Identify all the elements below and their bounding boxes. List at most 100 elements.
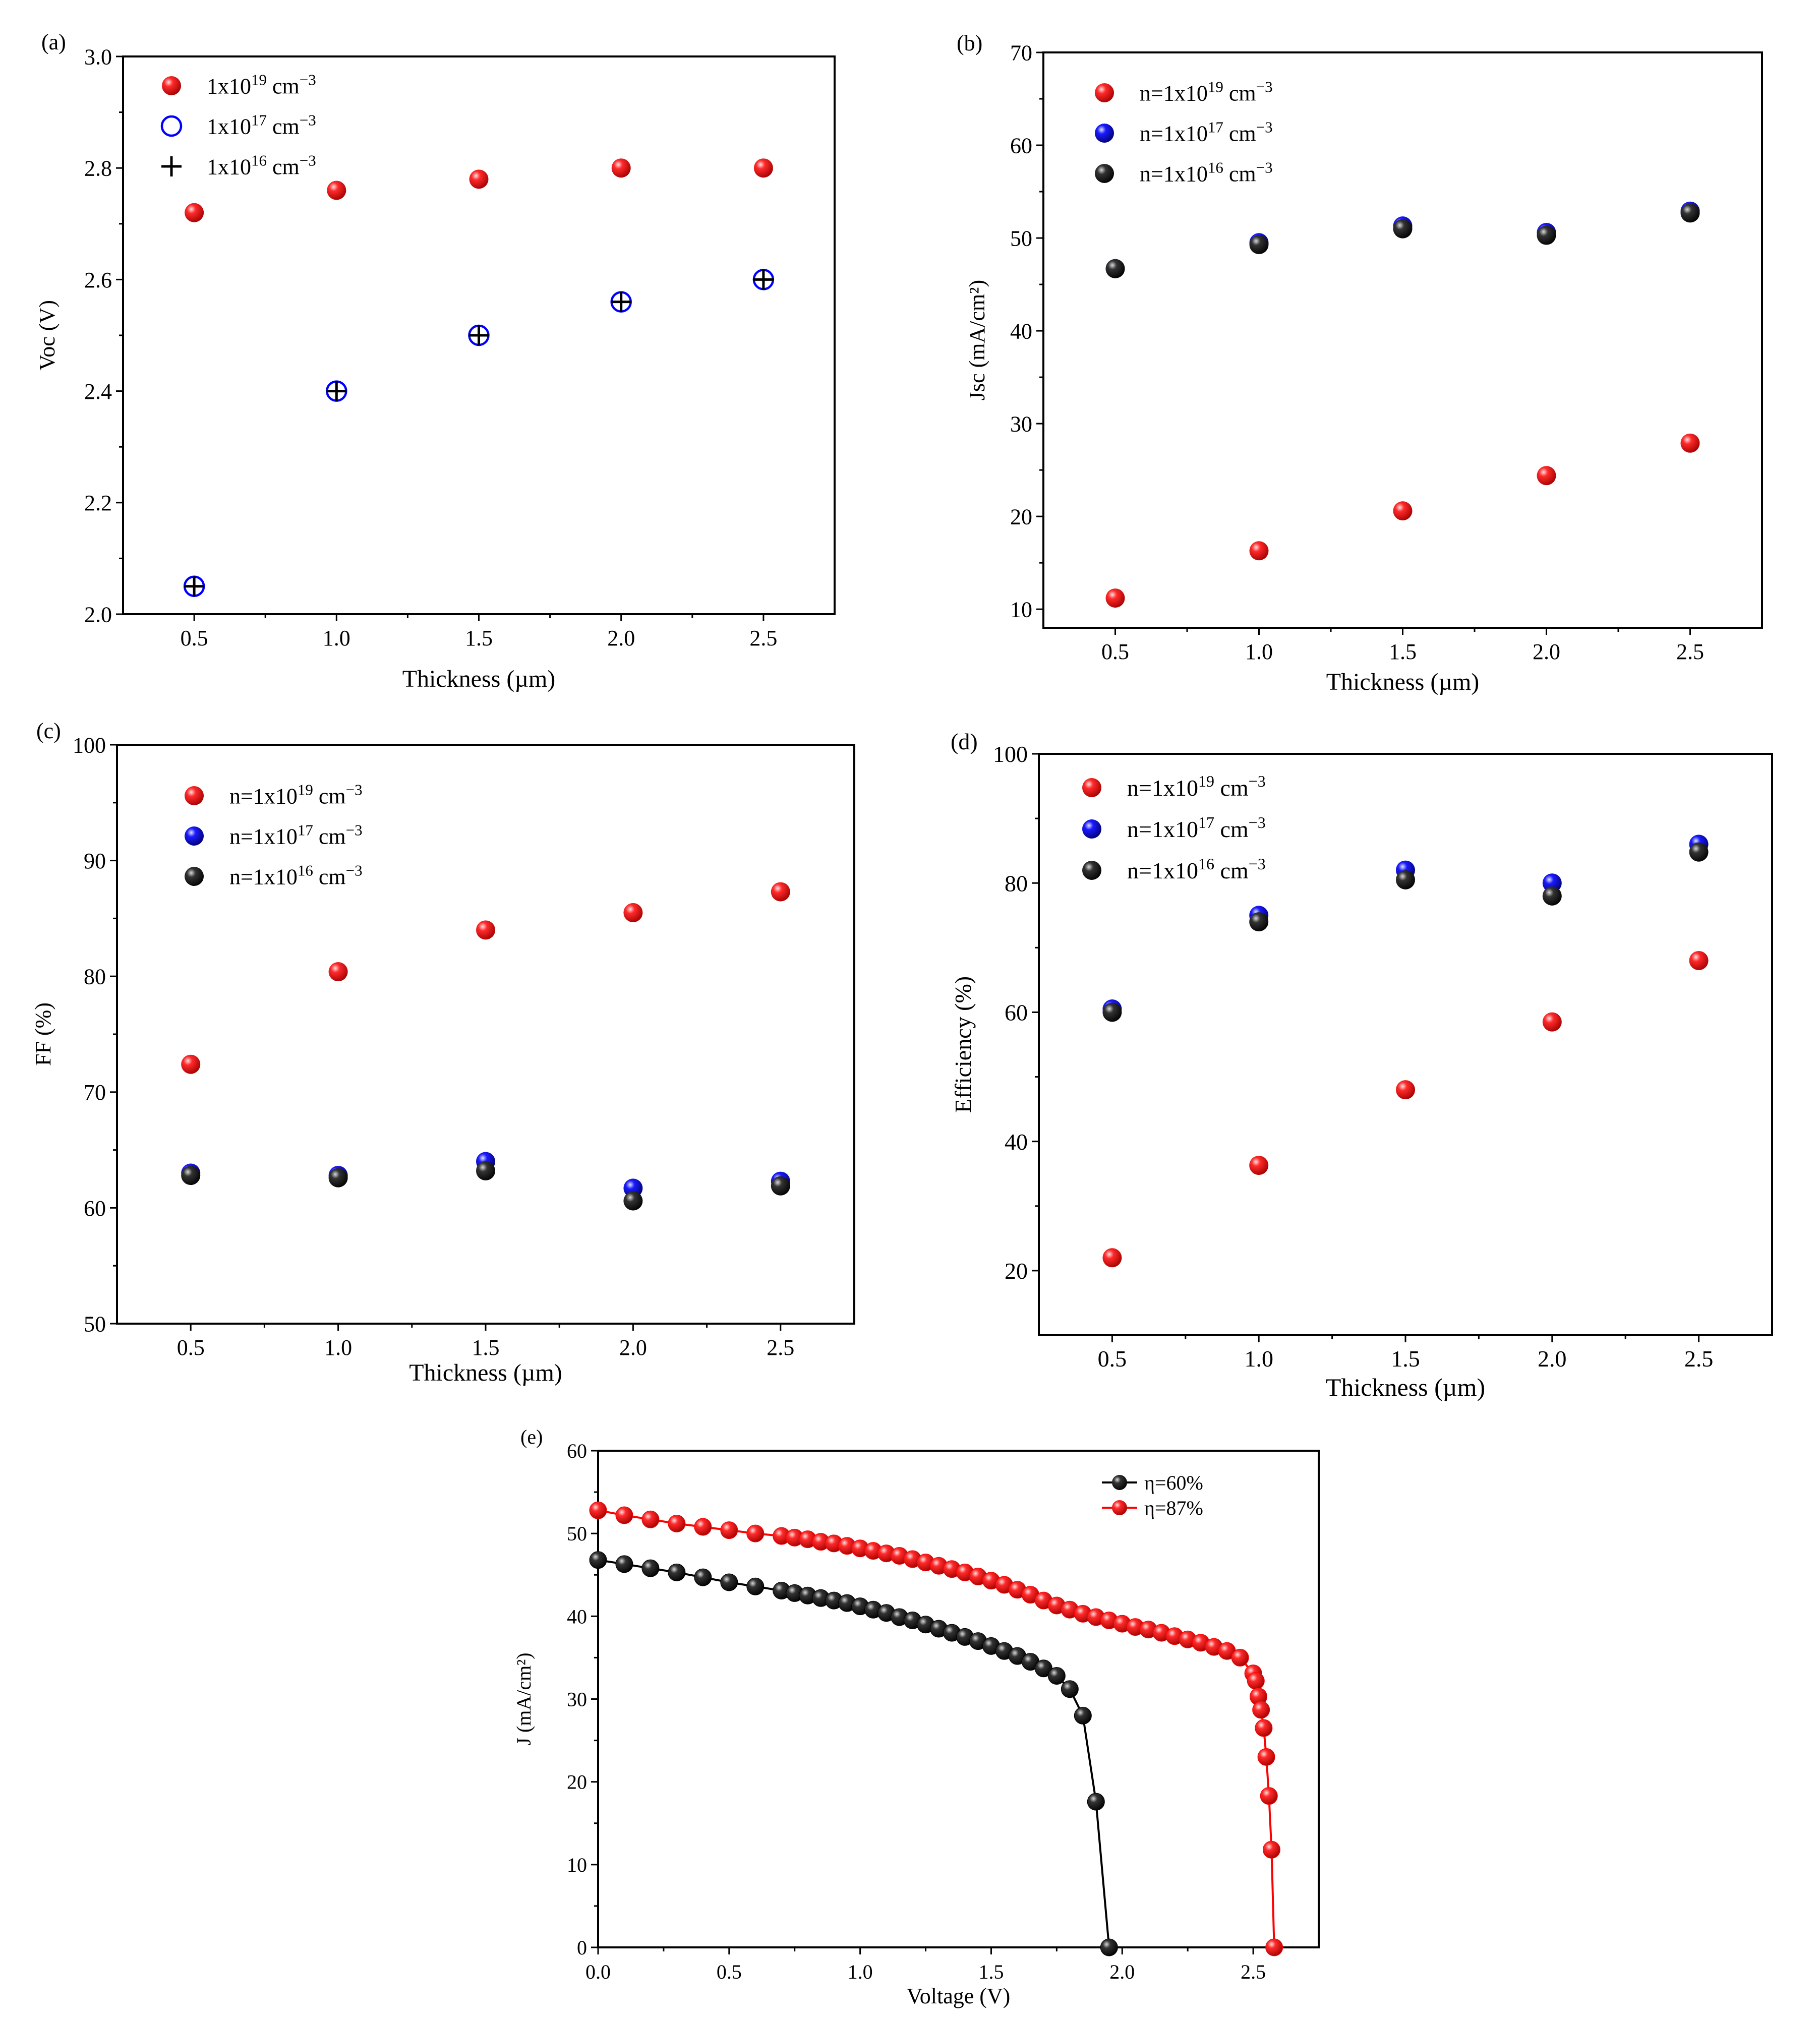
panel-label: (e)	[520, 1425, 543, 1448]
data-point	[1252, 1701, 1270, 1719]
y-axis-label: Jsc (mA/cm²)	[965, 280, 989, 400]
x-axis-label: Voltage (V)	[907, 1984, 1011, 2008]
legend-marker	[185, 867, 204, 886]
x-tick-label: 2.0	[1538, 1346, 1567, 1372]
data-point	[746, 1524, 765, 1542]
x-tick-label: 2.5	[767, 1335, 794, 1360]
y-tick-label: 50	[84, 1312, 106, 1336]
y-tick-label: 40	[1005, 1129, 1028, 1155]
x-tick-label: 1.5	[465, 626, 493, 650]
data-point	[328, 962, 348, 982]
data-point	[1231, 1648, 1249, 1667]
x-tick-label: 1.5	[472, 1335, 500, 1360]
data-point	[771, 882, 790, 902]
data-point	[1680, 433, 1700, 453]
x-tick-label: 0.5	[1098, 1346, 1127, 1372]
data-point	[1102, 1002, 1122, 1022]
legend-marker	[1095, 164, 1114, 183]
legend-entry: n=1x1016 cm−3	[1140, 158, 1273, 187]
y-tick-label: 30	[567, 1688, 587, 1711]
y-tick-label: 2.2	[84, 491, 112, 515]
legend-entry: n=1x1017 cm−3	[229, 821, 363, 849]
y-tick-label: 60	[567, 1440, 587, 1462]
x-tick-label: 1.5	[1391, 1346, 1420, 1372]
data-point	[753, 158, 773, 178]
data-point	[641, 1559, 660, 1577]
data-point	[1265, 1938, 1283, 1956]
panel-label: (b)	[957, 31, 982, 55]
series-0	[181, 882, 790, 1074]
legend-marker	[1112, 1475, 1127, 1490]
legend-entry: n=1x1017 cm−3	[1140, 118, 1273, 146]
y-tick-label: 20	[1010, 505, 1032, 529]
legend-marker	[160, 115, 183, 137]
x-axis-label: Thickness (µm)	[1326, 669, 1480, 695]
data-point	[1393, 501, 1413, 521]
y-tick-label: 3.0	[84, 44, 112, 69]
chart-d: 0.5 1.0 1.5 2.0 2.5 20 40 60 80 100 (d) Thickness (…	[950, 729, 1773, 1401]
x-tick-label: 2.0	[607, 626, 635, 650]
y-tick-label: 70	[1010, 40, 1032, 65]
legend-marker	[185, 826, 204, 846]
panel-label: (a)	[41, 30, 66, 54]
x-tick-label: 0.0	[585, 1960, 611, 1983]
x-tick-label: 0.5	[1101, 639, 1129, 664]
series-1	[589, 1501, 1283, 1956]
y-tick-label: 10	[567, 1854, 587, 1876]
data-point	[184, 576, 205, 597]
series-0	[589, 1551, 1118, 1956]
series-2	[1105, 203, 1700, 278]
legend-marker	[1095, 83, 1114, 102]
data-point	[185, 203, 204, 222]
legend-marker	[1082, 861, 1101, 880]
data-point	[326, 381, 347, 401]
data-point	[1247, 1672, 1265, 1690]
y-tick-label: 80	[84, 965, 106, 989]
series-1	[1105, 201, 1700, 278]
x-tick-label: 2.0	[1109, 1960, 1135, 1983]
data-point	[1537, 466, 1556, 486]
x-tick-label: 2.0	[619, 1335, 647, 1360]
data-point	[1689, 950, 1709, 970]
series-1	[183, 269, 775, 597]
x-tick-label: 1.5	[1389, 639, 1417, 664]
y-axis-label: Voc (V)	[35, 300, 60, 371]
data-point	[327, 181, 346, 200]
panel-label: (d)	[951, 729, 978, 754]
chart-e: 0.0 0.5 1.0 1.5 2.0 2.5 0 10 20 30 40 50 60 (e) Voltag…	[512, 1425, 1320, 2008]
data-point	[1257, 1748, 1275, 1766]
data-point	[476, 1161, 495, 1180]
legend-entry: 1x1016 cm−3	[207, 151, 316, 180]
data-point	[1074, 1706, 1092, 1725]
data-point	[641, 1510, 660, 1528]
legend-entry: n=1x1016 cm−3	[229, 861, 363, 889]
data-point	[694, 1518, 712, 1536]
y-tick-label: 100	[73, 733, 106, 757]
data-point	[1105, 259, 1125, 278]
y-tick-label: 20	[1005, 1258, 1028, 1284]
data-point	[615, 1555, 633, 1573]
data-point	[1542, 886, 1562, 906]
y-tick-label: 60	[84, 1196, 106, 1221]
x-tick-label: 2.5	[1676, 639, 1704, 664]
data-point	[476, 920, 495, 940]
data-point	[668, 1563, 686, 1581]
data-point	[615, 1506, 633, 1524]
y-tick-label: 90	[84, 849, 106, 873]
series-0	[1105, 433, 1700, 608]
plot-frame	[116, 744, 855, 1325]
data-point	[746, 1577, 765, 1595]
y-axis-label: J (mA/cm²)	[512, 1652, 535, 1745]
data-point	[1102, 1248, 1122, 1268]
data-point	[1680, 203, 1700, 223]
data-point	[1061, 1680, 1079, 1698]
x-tick-label: 0.5	[177, 1335, 205, 1360]
legend-marker	[161, 156, 182, 176]
data-point	[589, 1551, 607, 1569]
data-point	[720, 1573, 738, 1591]
data-point	[1396, 870, 1415, 889]
data-point	[1542, 1012, 1562, 1032]
y-tick-label: 40	[567, 1605, 587, 1628]
chart-a: 0.5 1.0 1.5 2.0 2.5 2.0 2.2 2.4 2.6 2.8 3.0 (a) Thic…	[35, 30, 836, 692]
legend-marker	[1112, 1500, 1127, 1515]
